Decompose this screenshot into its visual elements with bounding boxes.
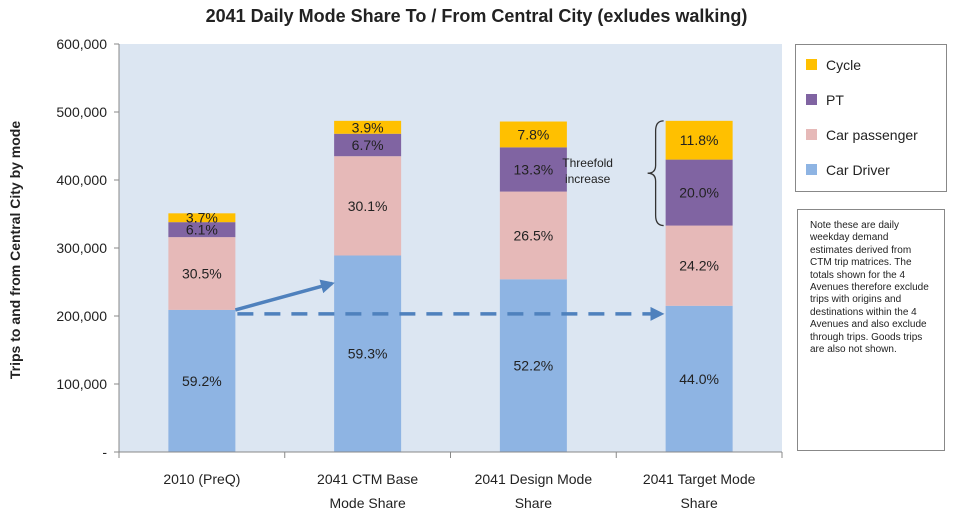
x-tick-label-3-0: 2041 Target Mode [643,471,756,487]
data-label-car-passenger-3: 24.2% [679,258,719,274]
threefold-label-1: increase [565,172,611,186]
y-tick-label-6: 600,000 [56,36,107,52]
x-tick-label-1-1: Mode Share [329,495,405,511]
data-label-car-passenger-2: 26.5% [514,227,554,243]
data-label-car-driver-0: 59.2% [182,373,222,389]
note-box: Note these are daily weekday demand esti… [797,209,945,451]
data-label-pt-2: 13.3% [514,161,554,177]
threefold-brace [647,120,664,227]
data-label-cycle-2: 7.8% [517,126,549,142]
y-tick-label-3: 300,000 [56,240,107,256]
y-tick-label-1: 100,000 [56,376,107,392]
data-label-car-passenger-1: 30.1% [348,198,388,214]
y-tick-label-4: 400,000 [56,172,107,188]
data-label-car-driver-2: 52.2% [514,358,554,374]
growth-arrow [234,279,335,312]
y-tick-label-5: 500,000 [56,104,107,120]
data-label-car-driver-1: 59.3% [348,346,388,362]
bar-pt-1 [334,133,402,157]
legend-swatch [806,94,817,105]
bar-car-passenger-3 [665,225,733,306]
legend-label: Car Driver [826,162,890,178]
bar-car-passenger-0 [168,237,236,310]
bar-cycle-0 [168,213,236,223]
bar-pt-0 [168,222,236,238]
y-axis-label: Trips to and from Central City by mode [7,121,23,379]
bar-car-passenger-2 [499,191,567,280]
legend-label: Cycle [826,57,862,73]
data-label-cycle-1: 3.9% [352,119,384,135]
bar-cycle-2 [499,121,567,148]
data-label-cycle-3: 11.8% [680,132,719,148]
legend: Cycle PT Car passenger Car Driver [795,44,947,192]
y-tick-label-2: 200,000 [56,308,107,324]
x-tick-label-3-1: Share [680,495,718,511]
bar-pt-2 [499,147,567,192]
bar-cycle-3 [665,120,733,160]
data-label-pt-1: 6.7% [352,137,384,153]
chart-title: 2041 Daily Mode Share To / From Central … [205,6,748,26]
bar-car-driver-2 [499,279,567,452]
bar-car-driver-0 [168,309,236,452]
x-tick-label-0-0: 2010 (PreQ) [163,471,240,487]
bar-cycle-1 [334,120,402,134]
legend-label: Car passenger [826,127,918,143]
note-text: Note these are daily weekday demand esti… [810,220,929,356]
legend-swatch [806,129,817,140]
data-label-pt-0: 6.1% [186,222,218,238]
x-tick-label-1-0: 2041 CTM Base [317,471,418,487]
data-label-car-passenger-0: 30.5% [182,266,222,282]
legend-swatch [806,59,817,70]
data-label-pt-3: 20.0% [679,185,719,201]
legend-label: PT [826,92,844,108]
bar-car-driver-1 [334,255,402,452]
data-label-cycle-0: 3.7% [186,210,218,226]
bar-car-driver-3 [665,305,733,452]
bar-pt-3 [665,159,733,226]
x-tick-label-2-0: 2041 Design Mode [475,471,593,487]
data-label-car-driver-3: 44.0% [679,371,719,387]
threefold-label-0: Threefold [562,156,613,170]
x-tick-label-2-1: Share [515,495,553,511]
y-tick-label-0: - [102,444,107,460]
legend-swatch [806,164,817,175]
bar-car-passenger-1 [334,156,402,256]
